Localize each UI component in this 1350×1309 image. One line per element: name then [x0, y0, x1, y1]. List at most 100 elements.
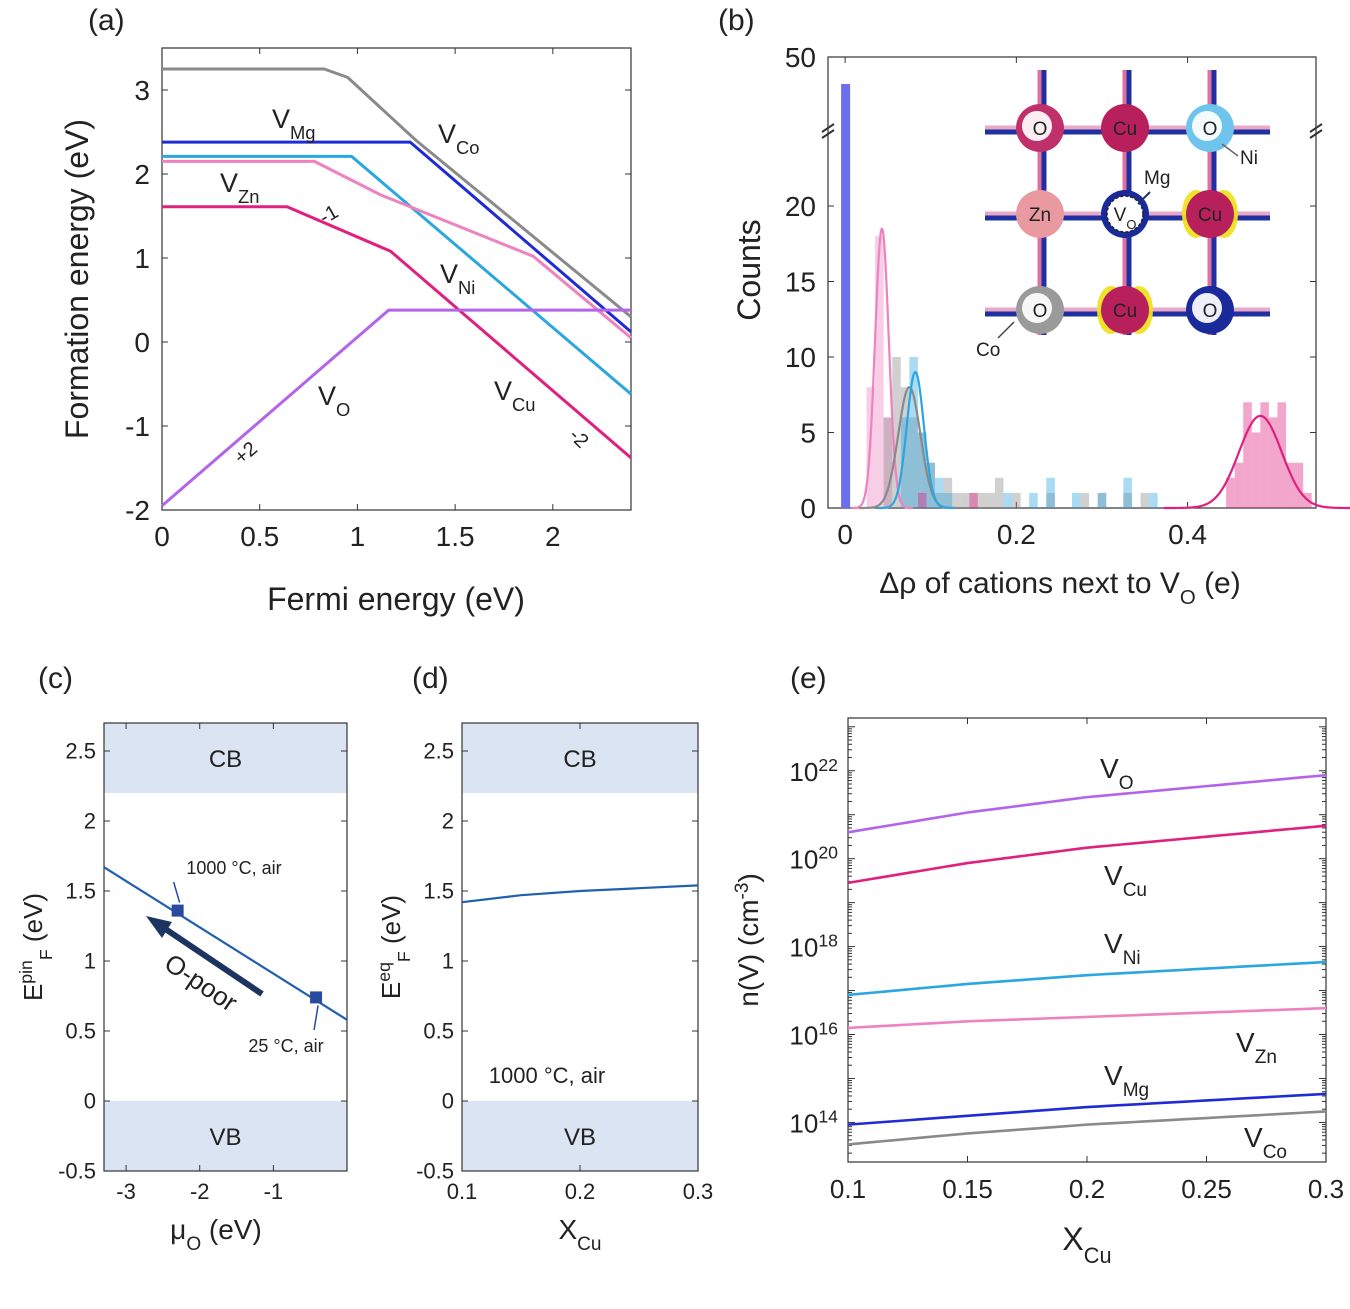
x-tick-label: 0.5 [240, 521, 279, 552]
panel-label-b: (b) [718, 4, 755, 37]
atom-highlight [1192, 111, 1222, 141]
series-line-V_O [161, 308, 631, 507]
series-label-V_Co: VCo [438, 119, 480, 158]
band-region [462, 1101, 698, 1171]
y-axis-label: Counts [731, 219, 767, 320]
vacancy-site [1106, 195, 1144, 233]
histogram-bar-Co [994, 477, 1004, 508]
data-marker [171, 904, 184, 917]
x-tick-label: 0.3 [683, 1179, 714, 1204]
x-tick-label: 0.2 [565, 1179, 596, 1204]
x-axis-label: Fermi energy (eV) [267, 581, 525, 617]
axis-break [821, 123, 835, 133]
histogram-bar-Co [892, 357, 901, 508]
histogram-bar-Co [1080, 492, 1090, 508]
histogram-bar-Co [1046, 492, 1055, 508]
histogram-bar-Co [909, 417, 918, 508]
y-tick-label: 0 [442, 1089, 454, 1114]
x-axis-label: Δρ of cations next to VO (e) [879, 567, 1240, 609]
chart-c: CB VB -3 -2 -1 -0.5 0 0.5 1 1.5 2 2.5 EpinF (eV) μO (… [16, 722, 348, 1255]
y-axis-label: EeqF (eV) [374, 895, 414, 999]
x-tick-label: 1.5 [436, 521, 475, 552]
y-tick-label: 0.5 [65, 1019, 96, 1044]
y-tick-label: 1.5 [65, 879, 96, 904]
histogram-bar-Cu [1260, 402, 1269, 508]
histogram-bar-Co [1140, 492, 1150, 508]
atom-label: Cu [1113, 301, 1137, 322]
x-tick-label: -1 [264, 1179, 284, 1204]
y-tick-label: 3 [134, 75, 150, 106]
histogram-bar-Ni [935, 477, 944, 508]
series-line-V_Cu [162, 205, 632, 460]
series-label-V_O: VO [1100, 753, 1134, 794]
x-tick-label: 0.4 [1168, 519, 1207, 550]
panel-label-c: (c) [38, 662, 73, 695]
band-label: VB [209, 1124, 241, 1151]
marker-label: 1000 °C, air [186, 858, 281, 878]
histogram-bar-Cu [1294, 462, 1304, 508]
histogram-bar-Cu [1268, 417, 1278, 508]
series-label-V_Mg: VMg [272, 104, 316, 143]
y-tick-label: 0 [134, 327, 150, 358]
histogram-bar-Co [935, 492, 944, 508]
y-tick-label: 0 [84, 1089, 96, 1114]
series-line-E_F_pin [103, 866, 348, 1021]
y-axis-label: EpinF (eV) [16, 893, 56, 1001]
y-tick-label: -1 [125, 411, 150, 442]
y-tick-label: 1 [134, 243, 150, 274]
series-label-V_Cu: VCu [494, 376, 536, 415]
histogram-bar-Co [977, 492, 987, 508]
structure-inset: O Cu O Zn VO Cu O Cu O Ni Mg Co [976, 70, 1270, 361]
atom-label: O [1033, 119, 1048, 140]
x-axis-label: μO (eV) [170, 1214, 262, 1255]
y-tick-label: 1 [442, 949, 454, 974]
y-tick-label: 10 [785, 342, 816, 373]
x-tick-label: 0.1 [447, 1179, 478, 1204]
atom-sphere [1101, 104, 1149, 152]
atom-label: Zn [1029, 205, 1051, 226]
x-tick-label: -3 [116, 1179, 136, 1204]
o-poor-arrowhead [146, 916, 172, 938]
o-poor-label: O-poor [159, 947, 243, 1017]
y-tick-label: 2 [134, 159, 150, 190]
histogram-bar [841, 84, 851, 508]
panel-label-a: (a) [88, 4, 125, 37]
histogram-bar-Cu [1251, 432, 1261, 508]
y-tick-label: 20 [785, 191, 816, 222]
callout-arrow [1221, 143, 1239, 157]
series-line-V_Mg [162, 140, 632, 334]
y-tick-label: 0.5 [423, 1019, 454, 1044]
o-poor-arrow [156, 921, 264, 997]
y-tick-label: 1022 [789, 755, 838, 787]
histogram-bar-Ni [909, 357, 918, 508]
histogram-bar-Co [986, 492, 995, 508]
series-label-V_Ni: VNi [1104, 928, 1141, 969]
plot-frame [161, 47, 632, 511]
y-tick-label: -2 [125, 495, 150, 526]
atom-label: O [1203, 119, 1218, 140]
x-tick-label: 0.3 [1308, 1174, 1344, 1204]
y-tick-label: 1020 [789, 843, 838, 875]
y-tick-label: 1018 [789, 931, 838, 963]
callout-arrow [1137, 191, 1151, 205]
x-axis-label: XCu [558, 1214, 601, 1255]
x-tick-label: 2 [545, 521, 561, 552]
histogram-bar-Cu [917, 492, 927, 508]
charge-state-label: -1 [316, 201, 342, 229]
histogram-bar-Co [1097, 492, 1107, 508]
charge-state-label: -2 [565, 424, 593, 452]
histogram-bar-Ni [1003, 492, 1013, 508]
histogram-bar-Ni [900, 417, 910, 508]
histogram-bar-Co [960, 492, 970, 508]
x-tick-label: 1 [350, 521, 366, 552]
series-label-V_Cu: VCu [1104, 860, 1147, 901]
marker-pointer [313, 1005, 319, 1031]
y-tick-label: 5 [800, 417, 816, 448]
y-tick-label: 2.5 [65, 739, 96, 764]
plot-frame [847, 717, 1327, 1163]
histogram-bar-Co [952, 492, 961, 508]
y-tick-label: 1014 [789, 1106, 838, 1138]
atom-highlight [1022, 293, 1052, 323]
callout-arrow [997, 321, 1015, 339]
chart-d: CB VB 0.1 0.2 0.3 -0.5 0 0.5 1 1.5 2 2.5 EeqF (eV) XC… [374, 722, 714, 1255]
